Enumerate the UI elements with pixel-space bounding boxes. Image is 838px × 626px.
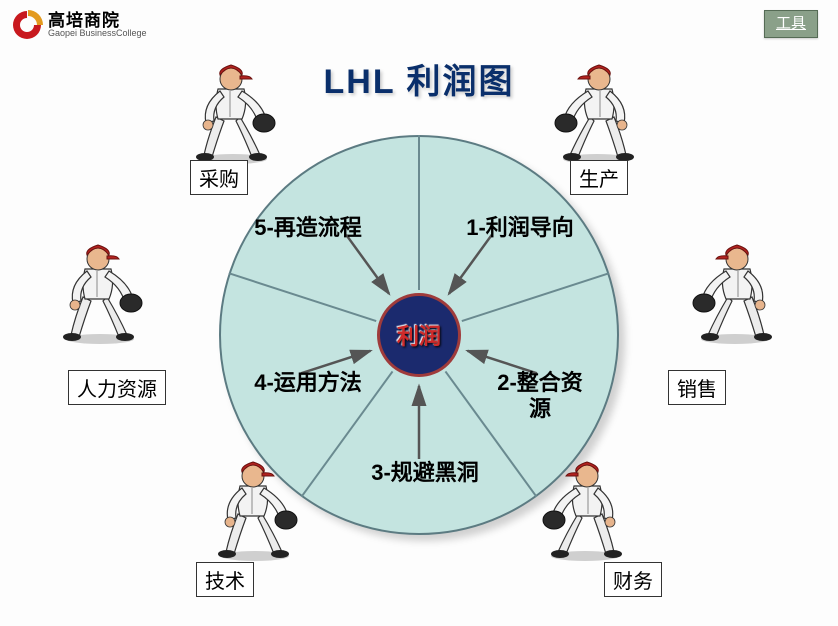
segment-label-4: 4-运用方法 [238, 370, 378, 396]
center-label: 利润 [397, 319, 441, 351]
segment-label-5: 5-再造流程 [238, 215, 378, 241]
player-icon [45, 235, 155, 345]
player-icon [178, 55, 288, 165]
segment-label-1: 1-利润导向 [450, 215, 590, 241]
center-circle: 利润 [377, 293, 461, 377]
segment-label-3: 3-规避黑洞 [355, 460, 495, 486]
player-icon [680, 235, 790, 345]
outer-label-1: 采购 [190, 160, 248, 195]
outer-label-2: 生产 [570, 160, 628, 195]
segment-label-2: 2-整合资源 [470, 370, 610, 423]
player-icon [542, 55, 652, 165]
outer-label-6: 财务 [604, 562, 662, 597]
outer-label-4: 销售 [668, 370, 726, 405]
player-icon [530, 452, 640, 562]
player-icon [200, 452, 310, 562]
outer-label-3: 人力资源 [68, 370, 166, 405]
outer-label-5: 技术 [196, 562, 254, 597]
